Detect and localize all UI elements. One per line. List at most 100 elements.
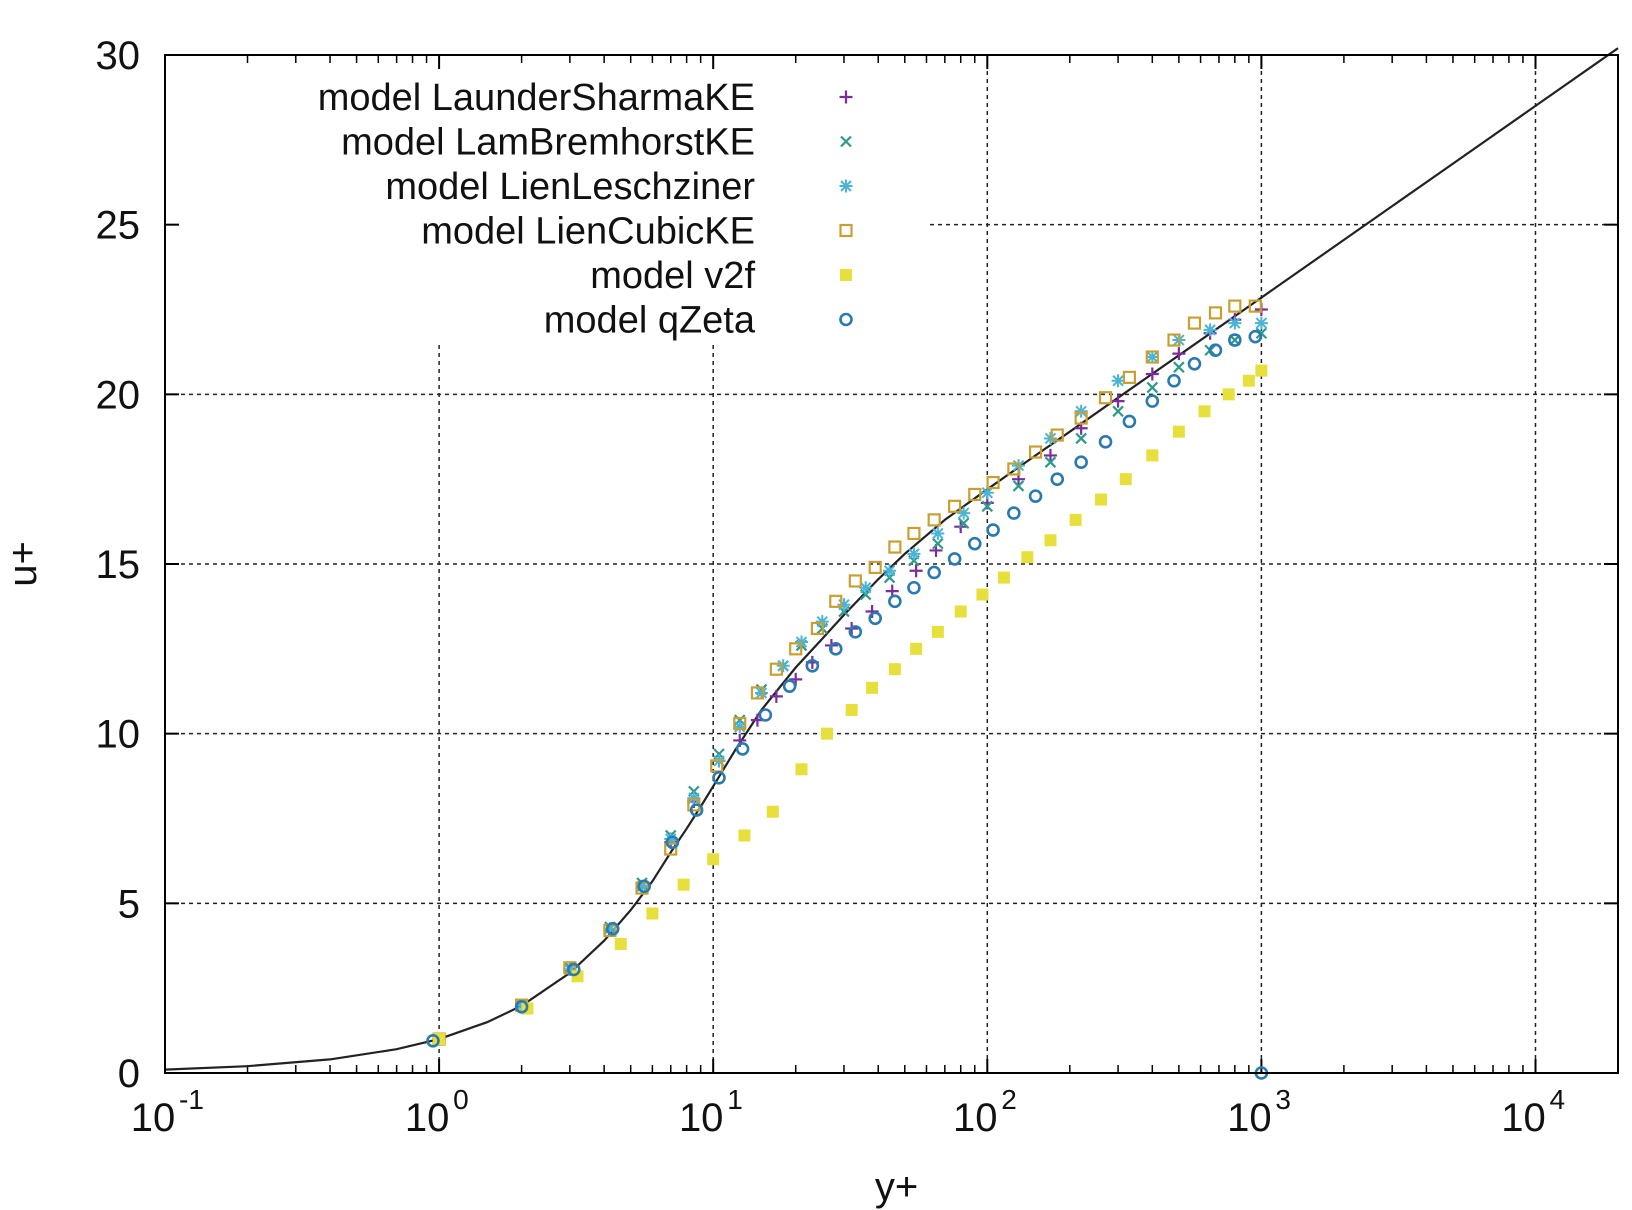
x-tick-base: 10 <box>1227 1096 1272 1140</box>
series-2 <box>432 316 1268 1046</box>
data-point <box>766 805 779 818</box>
data-point <box>1122 370 1137 384</box>
legend-item: model LienCubicKE <box>421 211 853 253</box>
data-point <box>1146 449 1159 462</box>
data-point <box>1098 391 1113 405</box>
data-point <box>927 565 941 580</box>
data-point <box>931 625 944 638</box>
data-point <box>1074 455 1088 470</box>
data-point <box>810 621 825 636</box>
legend-item: model LienLeschziner <box>385 166 853 208</box>
data-point <box>1043 448 1057 462</box>
data-point <box>605 921 620 936</box>
data-point <box>845 703 858 716</box>
data-point <box>1112 405 1124 418</box>
data-point <box>750 686 765 700</box>
data-point <box>967 536 982 551</box>
data-point <box>1028 489 1043 503</box>
data-point <box>1044 534 1057 547</box>
x-tick-exponent: 0 <box>453 1084 469 1115</box>
data-point <box>635 879 649 893</box>
data-point <box>1119 473 1132 486</box>
x-tick-base: 10 <box>131 1096 176 1140</box>
data-point <box>514 1000 529 1014</box>
data-point <box>795 763 808 776</box>
data-point <box>848 574 862 588</box>
data-point <box>968 487 982 502</box>
data-point <box>957 517 970 530</box>
x-tick-label: 10 4 <box>1501 1084 1565 1140</box>
data-point <box>1145 350 1159 364</box>
data-point <box>1074 411 1088 425</box>
data-point <box>758 708 773 722</box>
data-point <box>837 598 851 612</box>
data-point <box>820 727 833 740</box>
x-tick-exponent: -1 <box>179 1084 204 1115</box>
data-point <box>907 526 921 541</box>
data-point <box>665 835 680 850</box>
data-point <box>883 564 897 578</box>
legend-item: model qZeta <box>544 300 853 342</box>
data-point <box>1255 364 1268 377</box>
data-point <box>1228 316 1242 330</box>
data-point <box>1172 347 1186 361</box>
data-point <box>859 581 873 595</box>
data-point <box>712 770 726 785</box>
data-point <box>782 679 797 693</box>
data-point <box>1208 306 1223 320</box>
data-point <box>1145 367 1159 381</box>
x-tick-exponent: 3 <box>1275 1084 1291 1115</box>
legend-marker <box>839 179 853 193</box>
data-point <box>931 526 945 540</box>
data-point <box>1095 493 1108 506</box>
data-point <box>957 506 971 520</box>
data-point <box>1021 551 1034 564</box>
data-point <box>981 500 994 513</box>
x-tick-labels: 10 -1 10 0 10 1 10 2 10 3 10 4 <box>131 1084 1565 1140</box>
data-point <box>789 642 803 656</box>
legend-label: model qZeta <box>544 300 756 342</box>
legend-marker <box>839 223 853 238</box>
x-tick-base: 10 <box>405 1096 450 1140</box>
grid-lines <box>165 55 1618 1073</box>
data-point <box>888 594 902 609</box>
data-point <box>848 625 863 639</box>
data-point <box>1050 428 1064 442</box>
data-point <box>980 486 994 500</box>
data-point <box>954 605 967 618</box>
data-point <box>603 922 617 936</box>
x-tick-label: 10 -1 <box>131 1084 204 1140</box>
data-point <box>868 560 882 574</box>
data-point <box>769 662 783 676</box>
data-point <box>1145 394 1160 408</box>
data-point <box>815 615 829 629</box>
data-point <box>948 499 962 513</box>
data-point <box>1012 480 1025 492</box>
data-point <box>1074 404 1088 418</box>
data-point <box>805 658 820 673</box>
data-point <box>1248 299 1262 313</box>
data-point <box>426 1033 440 1048</box>
x-tick-exponent: 1 <box>727 1084 743 1115</box>
x-tick-exponent: 2 <box>1001 1084 1017 1115</box>
data-point <box>1075 432 1087 445</box>
data-point <box>932 537 944 550</box>
y-tick-label: 0 <box>118 1052 140 1096</box>
x-tick-base: 10 <box>953 1096 998 1140</box>
data-point <box>976 588 989 601</box>
legend-label: model LienCubicKE <box>421 211 755 253</box>
legend-label: model LamBremhorstKE <box>341 122 755 164</box>
data-point <box>677 878 690 891</box>
data-point <box>664 842 678 856</box>
data-point <box>1222 388 1235 401</box>
x-tick-base: 10 <box>1501 1096 1546 1140</box>
x-tick-label: 10 1 <box>679 1084 743 1140</box>
data-point <box>637 879 651 894</box>
x-axis-label: y+ <box>875 1165 918 1209</box>
data-point <box>1255 327 1268 340</box>
data-point <box>866 681 879 694</box>
data-point <box>828 642 843 656</box>
y-tick-labels: 0 5 10 15 20 25 30 <box>96 34 141 1096</box>
